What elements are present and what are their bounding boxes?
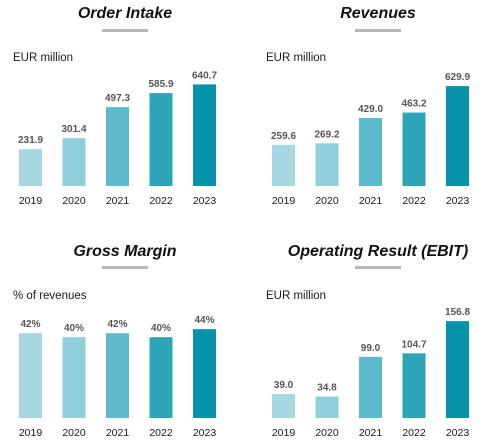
- bar-2019: [272, 393, 295, 418]
- tick-label-2019: 2019: [19, 427, 43, 439]
- tick-label-2022: 2022: [402, 195, 426, 207]
- tick-label-2023: 2023: [193, 195, 217, 207]
- value-label-2020: 301.4: [61, 124, 86, 135]
- bar-2020: [315, 396, 339, 418]
- bar-2023: [446, 321, 469, 418]
- tick-label-2023: 2023: [193, 427, 217, 439]
- bar-2019: [272, 144, 295, 186]
- tick-label-2021: 2021: [106, 195, 130, 207]
- tick-label-2019: 2019: [272, 427, 296, 439]
- bar-2019: [19, 333, 42, 418]
- bar-2023: [193, 329, 216, 418]
- unit-label: EUR million: [13, 52, 73, 64]
- chart-title: Gross Margin: [73, 243, 176, 260]
- chart-title: Operating Result (EBIT): [288, 243, 468, 260]
- value-label-2023: 44%: [194, 315, 214, 326]
- unit-label: EUR million: [266, 52, 326, 64]
- bar-2020: [62, 337, 86, 418]
- value-label-2022: 585.9: [148, 79, 173, 90]
- title-underline: [102, 29, 148, 32]
- value-label-2022: 40%: [151, 323, 171, 334]
- tick-label-2019: 2019: [19, 195, 43, 207]
- value-label-2019: 39.0: [274, 380, 294, 391]
- chart-operating-result: Operating Result (EBIT) EUR million 39.0…: [266, 243, 470, 439]
- chart-revenues: Revenues EUR million 259.6 2019 269.2 2020 4…: [266, 5, 470, 207]
- bar-2022: [402, 112, 426, 186]
- tick-label-2022: 2022: [149, 195, 173, 207]
- chart-order-intake: Order Intake EUR million 231.9 2019 301.4 2…: [13, 5, 217, 207]
- tick-label-2020: 2020: [315, 427, 339, 439]
- title-underline: [355, 29, 401, 32]
- value-label-2021: 497.3: [105, 93, 130, 104]
- value-label-2023: 640.7: [192, 70, 217, 81]
- chart-gross-margin: Gross Margin % of revenues 42% 2019 40% 202…: [13, 243, 217, 439]
- bar-2020: [62, 138, 86, 186]
- chart-panel-order-intake: Order Intake EUR million 231.9 2019 301.4 2…: [5, 0, 245, 215]
- tick-label-2021: 2021: [359, 427, 383, 439]
- value-label-2021: 42%: [107, 319, 127, 330]
- tick-label-2019: 2019: [272, 195, 296, 207]
- value-label-2019: 259.6: [271, 131, 296, 142]
- unit-label: % of revenues: [13, 290, 87, 302]
- unit-label: EUR million: [266, 290, 326, 302]
- value-label-2019: 231.9: [18, 135, 43, 146]
- bar-2019: [19, 149, 42, 186]
- value-label-2023: 156.8: [445, 307, 470, 318]
- tick-label-2020: 2020: [315, 195, 339, 207]
- tick-label-2021: 2021: [359, 195, 383, 207]
- chart-panel-operating-result: Operating Result (EBIT) EUR million 39.0…: [258, 232, 498, 447]
- value-label-2020: 269.2: [314, 129, 339, 140]
- tick-label-2022: 2022: [402, 427, 426, 439]
- bar-2021: [359, 117, 382, 186]
- tick-label-2020: 2020: [62, 427, 86, 439]
- tick-label-2020: 2020: [62, 195, 86, 207]
- bar-2022: [402, 353, 426, 418]
- chart-panel-gross-margin: Gross Margin % of revenues 42% 2019 40% 202…: [5, 232, 245, 447]
- value-label-2019: 42%: [20, 319, 40, 330]
- chart-title: Order Intake: [78, 5, 172, 22]
- value-label-2021: 99.0: [361, 343, 381, 354]
- title-underline: [102, 266, 148, 269]
- chart-title: Revenues: [340, 5, 416, 22]
- tick-label-2021: 2021: [106, 427, 130, 439]
- value-label-2022: 104.7: [401, 339, 426, 350]
- title-underline: [355, 266, 401, 269]
- chart-panel-revenues: Revenues EUR million 259.6 2019 269.2 2020 4…: [258, 0, 498, 215]
- value-label-2020: 40%: [64, 323, 84, 334]
- bar-2021: [359, 356, 382, 418]
- value-label-2023: 629.9: [445, 72, 470, 83]
- value-label-2021: 429.0: [358, 104, 383, 115]
- tick-label-2023: 2023: [446, 427, 470, 439]
- tick-label-2023: 2023: [446, 195, 470, 207]
- bar-2023: [193, 84, 216, 186]
- bar-2022: [149, 337, 173, 418]
- bar-2021: [106, 107, 129, 186]
- bar-2023: [446, 86, 469, 186]
- value-label-2022: 463.2: [401, 99, 426, 110]
- value-label-2020: 34.8: [317, 383, 337, 394]
- bar-2022: [149, 93, 173, 186]
- bar-2021: [106, 333, 129, 418]
- tick-label-2022: 2022: [149, 427, 173, 439]
- bar-2020: [315, 143, 339, 186]
